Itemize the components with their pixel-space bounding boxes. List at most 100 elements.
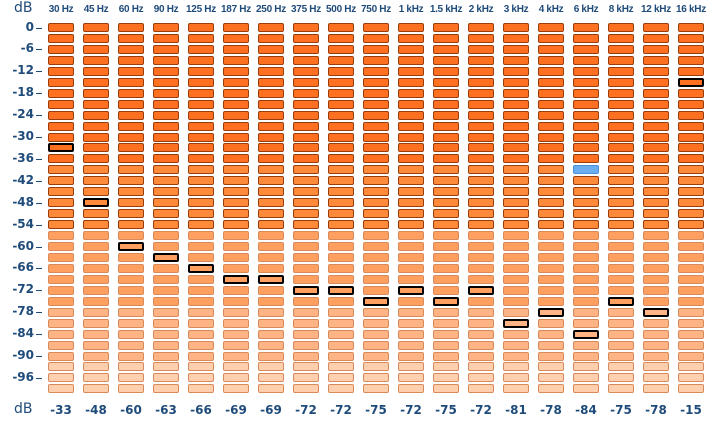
level-segment [433, 384, 459, 393]
level-segment [538, 286, 564, 295]
level-segment [433, 176, 459, 185]
level-segment [503, 187, 529, 196]
level-segment [398, 154, 424, 163]
band-label: 3 kHz [503, 4, 529, 15]
level-segment [468, 56, 494, 65]
level-segment [468, 209, 494, 218]
level-segment [83, 209, 109, 218]
level-segment [678, 67, 704, 76]
level-segment [468, 352, 494, 361]
level-segment [293, 275, 319, 284]
db-tick-label: -60 [12, 238, 34, 253]
level-segment [643, 330, 669, 339]
level-segment [468, 34, 494, 43]
level-segment [48, 341, 74, 350]
level-segment [643, 373, 669, 382]
level-segment [398, 143, 424, 152]
level-segment [118, 319, 144, 328]
level-segment [83, 122, 109, 131]
level-segment [48, 286, 74, 295]
level-segment [223, 209, 249, 218]
level-segment [153, 176, 179, 185]
level-segment [643, 362, 669, 371]
level-segment [258, 56, 284, 65]
level-segment [118, 384, 144, 393]
level-segment [188, 286, 214, 295]
level-segment [503, 242, 529, 251]
level-segment [188, 100, 214, 109]
peak-hold-segment [48, 143, 74, 152]
level-segment [153, 286, 179, 295]
level-segment [468, 275, 494, 284]
level-segment [433, 362, 459, 371]
level-segment [188, 330, 214, 339]
level-segment [258, 78, 284, 87]
level-segment [538, 133, 564, 142]
level-segment [503, 133, 529, 142]
level-segment [433, 154, 459, 163]
level-segment [118, 362, 144, 371]
level-segment [153, 122, 179, 131]
band-label: 45 Hz [83, 4, 109, 15]
level-segment [118, 89, 144, 98]
level-segment [678, 297, 704, 306]
level-segment [188, 352, 214, 361]
level-segment [328, 78, 354, 87]
level-segment [48, 89, 74, 98]
level-segment [363, 286, 389, 295]
level-segment [678, 264, 704, 273]
level-segment [118, 45, 144, 54]
level-segment [608, 45, 634, 54]
level-segment [433, 341, 459, 350]
level-segment [433, 165, 459, 174]
level-segment [398, 330, 424, 339]
level-segment [118, 122, 144, 131]
level-segment [643, 100, 669, 109]
level-segment [188, 56, 214, 65]
level-segment [433, 78, 459, 87]
level-segment [188, 89, 214, 98]
level-segment [538, 154, 564, 163]
level-segment [468, 143, 494, 152]
band-label: 60 Hz [118, 4, 144, 15]
level-segment [293, 198, 319, 207]
level-segment [223, 23, 249, 32]
level-segment [468, 198, 494, 207]
band-label: 125 Hz [186, 4, 216, 15]
level-segment [643, 122, 669, 131]
level-segment [433, 100, 459, 109]
level-segment [223, 220, 249, 229]
level-segment [48, 78, 74, 87]
level-segment [223, 341, 249, 350]
band-reading: -69 [260, 403, 282, 417]
band-reading: -63 [155, 403, 177, 417]
level-segment [608, 373, 634, 382]
level-segment [293, 297, 319, 306]
level-segment [538, 45, 564, 54]
level-segment [573, 67, 599, 76]
level-segment [678, 34, 704, 43]
level-segment [643, 133, 669, 142]
level-segment [503, 78, 529, 87]
level-segment [223, 373, 249, 382]
level-segment [293, 341, 319, 350]
level-segment [398, 373, 424, 382]
db-tick-mark [36, 181, 42, 182]
level-segment [328, 187, 354, 196]
level-segment [328, 373, 354, 382]
level-segment [503, 100, 529, 109]
db-tick-mark [36, 93, 42, 94]
band-reading: -33 [50, 403, 72, 417]
level-segment [258, 45, 284, 54]
level-segment [468, 67, 494, 76]
level-segment [223, 89, 249, 98]
level-segment [293, 56, 319, 65]
level-segment [643, 176, 669, 185]
level-segment [433, 373, 459, 382]
db-tick-mark [36, 312, 42, 313]
level-segment [503, 143, 529, 152]
level-segment [118, 198, 144, 207]
band-label: 750 Hz [361, 4, 391, 15]
level-segment [538, 253, 564, 262]
level-segment [118, 373, 144, 382]
